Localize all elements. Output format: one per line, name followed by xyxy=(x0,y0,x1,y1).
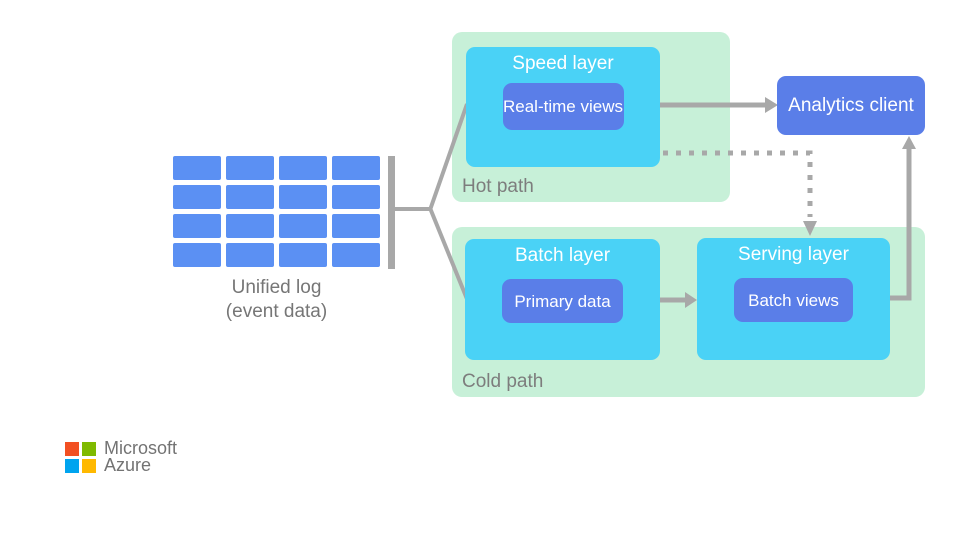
unified-log-label: Unified log (event data) xyxy=(168,276,385,324)
log-cell xyxy=(332,156,380,180)
log-cell xyxy=(332,214,380,238)
logo-square-red xyxy=(65,441,79,456)
unified-log-label-line1: Unified log xyxy=(231,277,322,298)
log-cell xyxy=(173,214,221,238)
batch-layer-box: Batch layer Primary data xyxy=(465,239,660,360)
speed-to-analytics-arrow xyxy=(660,97,778,113)
log-cell xyxy=(173,156,221,180)
unified-log-grid xyxy=(173,156,380,267)
analytics-client-node: Analytics client xyxy=(777,76,925,135)
logo-square-blue xyxy=(65,458,79,473)
microsoft-logo-icon xyxy=(65,441,96,473)
logo-wordmark: Microsoft Azure xyxy=(104,438,178,475)
speed-layer-box: Speed layer Real-time views xyxy=(466,47,660,167)
log-cell xyxy=(226,214,274,238)
batch-layer-title: Batch layer xyxy=(514,245,611,266)
fork-connector xyxy=(395,103,469,300)
log-cell xyxy=(226,185,274,209)
logo-company: Microsoft xyxy=(104,438,178,458)
unified-log-label-line2: (event data) xyxy=(225,301,328,322)
logo-product: Azure xyxy=(104,455,152,475)
log-cell xyxy=(332,243,380,267)
log-cell xyxy=(226,156,274,180)
log-cell xyxy=(279,156,327,180)
log-cell xyxy=(279,243,327,267)
batch-views-node: Batch views xyxy=(734,278,853,322)
cold-path-label: Cold path xyxy=(462,371,544,392)
serving-layer-title: Serving layer xyxy=(738,244,849,265)
hot-path-label: Hot path xyxy=(462,176,534,197)
speed-layer-title: Speed layer xyxy=(512,53,614,74)
log-cell xyxy=(173,185,221,209)
unified-log-bar xyxy=(388,156,395,269)
logo-square-green xyxy=(82,441,96,456)
log-cell xyxy=(279,214,327,238)
serving-layer-box: Serving layer Batch views xyxy=(697,238,890,360)
speed-to-serving-dotted-arrow xyxy=(663,150,817,236)
primary-data-node: Primary data xyxy=(502,279,623,323)
real-time-views-node: Real-time views xyxy=(502,83,624,130)
microsoft-azure-logo: Microsoft Azure xyxy=(65,438,178,475)
log-cell xyxy=(226,243,274,267)
log-cell xyxy=(173,243,221,267)
logo-square-yellow xyxy=(82,458,96,473)
batch-to-serving-arrow xyxy=(660,292,697,308)
log-cell xyxy=(332,185,380,209)
serving-to-analytics-arrow xyxy=(890,136,916,301)
log-cell xyxy=(279,185,327,209)
